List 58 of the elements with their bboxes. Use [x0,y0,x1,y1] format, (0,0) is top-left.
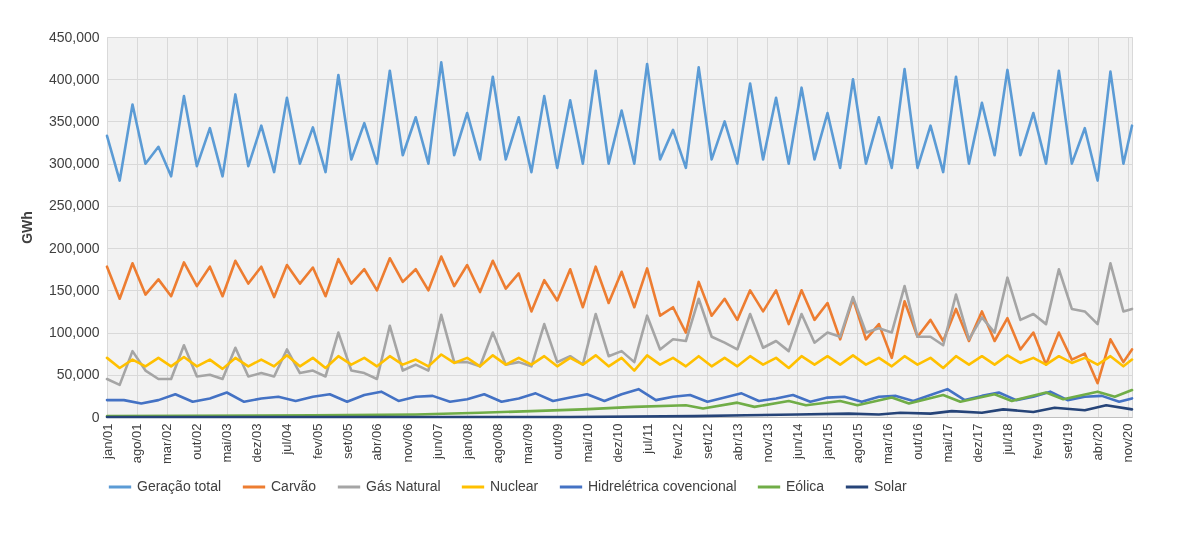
line-series [105,353,1134,372]
x-tick-label: jan/08 [459,423,475,460]
x-tick-label: dez/17 [970,423,986,463]
x-tick-label: jan/15 [819,423,835,460]
x-tick-label: jan/01 [99,423,115,460]
x-tick-label: ago/08 [489,423,505,464]
x-tick-label: fev/05 [309,423,325,459]
x-tick-label: nov/06 [399,423,415,463]
x-tick-label: dez/10 [609,423,625,463]
x-tick-label: set/12 [699,423,715,459]
legend-label: Nuclear [490,478,539,494]
y-tick-label: 150,000 [48,281,100,298]
legend-label: Solar [874,478,908,494]
y-tick-label: 400,000 [48,70,100,87]
x-tick-label: mar/16 [879,423,895,464]
x-tick-label: fev/19 [1030,423,1046,459]
y-tick-label: 350,000 [48,112,100,129]
x-tick-label: mai/17 [939,423,955,463]
x-tick-label: jul/18 [999,423,1015,456]
y-tick-label: 250,000 [48,197,100,214]
y-tick-label: 300,000 [48,155,100,172]
x-tick-label: out/02 [189,423,205,460]
x-tick-label: mai/03 [219,423,235,463]
legend-label: Carvão [271,478,317,494]
x-tick-label: mai/10 [579,423,595,463]
x-tick-label: jul/11 [639,423,655,455]
x-tick-label: fev/12 [669,423,685,459]
x-tick-label: jul/04 [279,423,295,456]
line-series [105,388,1134,418]
x-tick-label: mar/09 [519,423,535,464]
x-tick-label: jun/07 [429,423,445,460]
y-tick-label: 0 [91,408,100,425]
y-tick-label: 100,000 [48,324,100,341]
x-tick-label: nov/13 [759,423,775,463]
y-tick-label: 200,000 [48,239,100,256]
line-series [105,61,1134,182]
legend-label: Geração total [137,478,222,494]
x-tick-label: jun/14 [789,423,805,460]
x-tick-label: abr/13 [729,423,745,461]
x-tick-label: dez/03 [249,423,265,463]
x-tick-label: set/19 [1060,423,1076,459]
x-tick-label: out/16 [910,423,926,460]
line-series [105,403,1134,419]
y-tick-label: 450,000 [48,28,100,45]
legend-label: Hidrelétrica covencional [588,478,737,494]
x-tick-label: ago/15 [849,423,865,464]
x-tick-label: set/05 [339,423,355,459]
x-tick-label: out/09 [549,423,565,460]
x-tick-label: nov/20 [1120,423,1136,463]
x-tick-label: ago/01 [129,423,145,464]
y-tick-label: 50,000 [56,366,100,383]
x-tick-label: abr/20 [1090,423,1106,461]
legend-label: Eólica [786,478,825,494]
x-tick-label: mar/02 [159,423,175,464]
legend-label: Gás Natural [366,478,441,494]
y-axis-title: GWh [18,211,35,244]
x-tick-label: abr/06 [369,423,385,461]
line-series [105,387,1134,405]
